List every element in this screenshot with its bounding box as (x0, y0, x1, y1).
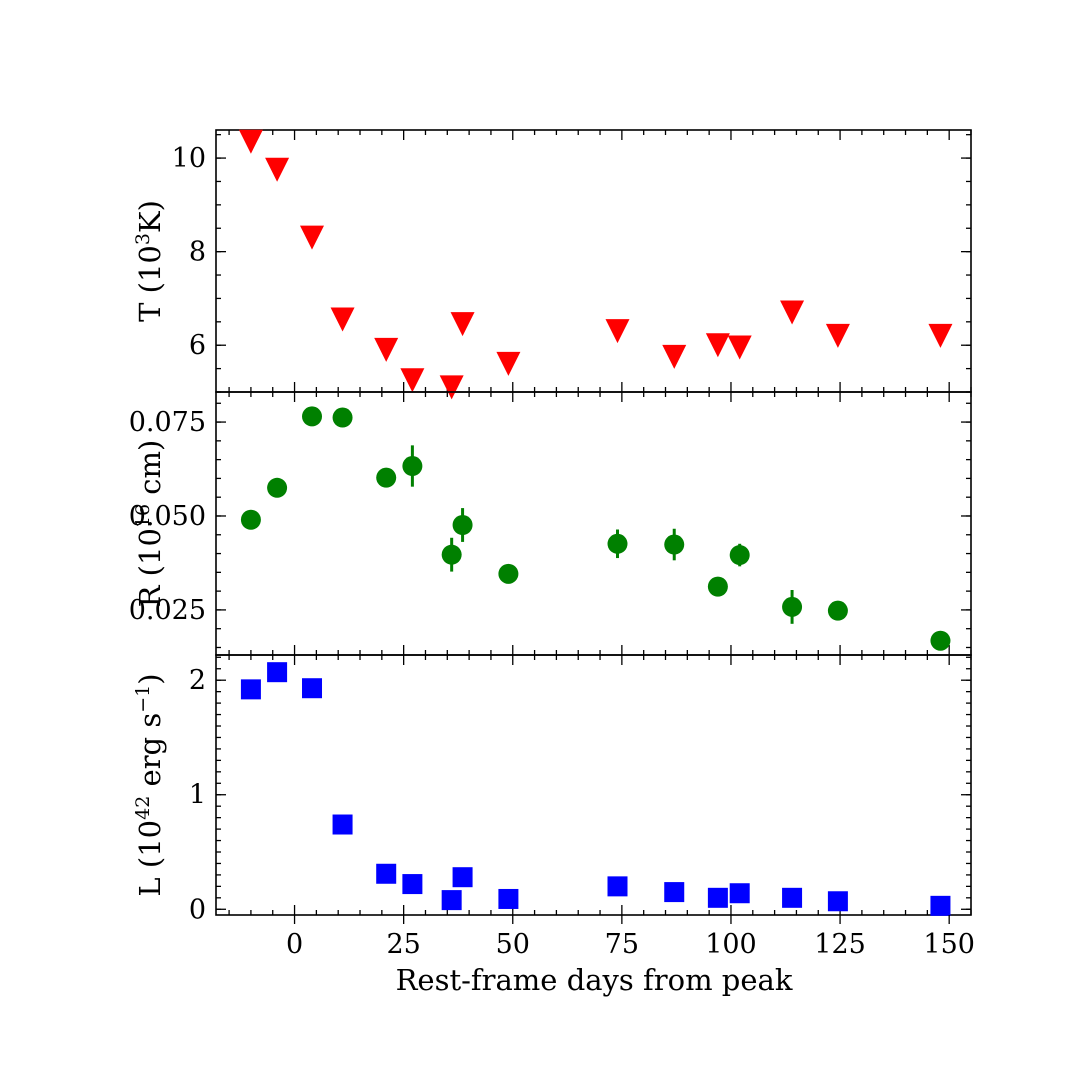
data-point-L-13 (782, 887, 803, 908)
y-axis-title-superscript: 3 (132, 233, 154, 245)
y-axis-title-L: L (1042 erg s−1) (132, 673, 167, 896)
data-point-T-1 (265, 157, 290, 182)
y-axis-title-R: R (1016 cm) (132, 440, 167, 608)
x-tick-label: 75 (605, 929, 639, 960)
y-axis-title-part: L (10 (133, 820, 167, 897)
data-point-T-10 (662, 344, 687, 369)
data-point-R-5 (402, 456, 423, 477)
data-point-L-0 (240, 679, 261, 700)
data-point-L-12 (729, 883, 750, 904)
data-point-L-3 (332, 814, 353, 835)
data-point-L-4 (376, 863, 397, 884)
y-axis-title-part: ) (133, 673, 167, 684)
data-point-T-4 (374, 337, 399, 362)
y-tick-label: 0.025 (129, 595, 206, 626)
y-axis-title-part: cm) (133, 440, 167, 504)
data-point-T-12 (727, 335, 752, 360)
data-point-T-9 (605, 319, 630, 344)
y-tick-label: 8 (189, 237, 206, 268)
x-tick-label: 150 (923, 929, 975, 960)
data-point-R-7 (452, 515, 473, 536)
y-axis-title-T: T (103K) (132, 200, 167, 322)
y-axis-title-superscript: 16 (132, 504, 154, 528)
data-point-L-14 (827, 891, 848, 912)
data-point-R-8 (498, 563, 519, 584)
data-point-L-9 (607, 876, 628, 897)
data-point-R-0 (240, 509, 261, 530)
data-point-T-15 (928, 323, 953, 348)
y-tick-label: 0.075 (129, 407, 206, 438)
x-tick-label: 100 (705, 929, 757, 960)
data-point-R-1 (267, 477, 288, 498)
y-tick-label: 2 (189, 665, 206, 696)
data-point-R-2 (302, 406, 323, 427)
data-point-L-6 (441, 890, 462, 911)
data-point-L-7 (452, 867, 473, 888)
data-point-R-11 (707, 576, 728, 597)
data-point-T-14 (825, 323, 850, 348)
data-point-L-8 (498, 888, 519, 909)
data-point-T-7 (450, 312, 475, 337)
panel-L: 0 1 2 L (1042 erg s−1) (132, 654, 972, 925)
data-point-T-8 (496, 351, 521, 376)
data-point-R-12 (729, 545, 750, 566)
data-point-R-3 (332, 407, 353, 428)
y-axis-title-superscript: −1 (132, 685, 154, 713)
data-point-L-11 (707, 887, 728, 908)
y-tick-label: 6 (189, 330, 206, 361)
panel-frame-L (215, 654, 972, 916)
x-tick-label: 50 (496, 929, 530, 960)
x-tick-label: 125 (814, 929, 866, 960)
data-point-T-2 (300, 225, 325, 250)
x-axis-title: Rest-frame days from peak (396, 963, 793, 997)
data-point-R-14 (827, 600, 848, 621)
y-tick-label: 1 (189, 780, 206, 811)
data-point-L-10 (664, 882, 685, 903)
data-point-L-1 (267, 662, 288, 683)
data-point-T-11 (705, 333, 730, 358)
data-point-T-6 (439, 375, 464, 400)
y-tick-label: 0 (189, 894, 206, 925)
data-point-T-13 (780, 300, 805, 325)
data-point-T-3 (330, 307, 355, 332)
data-point-R-13 (782, 596, 803, 617)
y-axis-title-superscript: 42 (132, 796, 154, 820)
data-point-R-4 (376, 467, 397, 488)
y-axis-title-part: T (10 (133, 245, 167, 322)
x-tick-label: 25 (386, 929, 420, 960)
data-point-L-5 (402, 874, 423, 895)
y-axis-title-part: K) (133, 200, 167, 233)
y-tick-label: 0.050 (129, 501, 206, 532)
x-tick-label: 0 (286, 929, 303, 960)
data-point-R-15 (930, 630, 951, 651)
data-point-R-10 (664, 534, 685, 555)
data-point-L-2 (302, 678, 323, 699)
y-tick-label: 10 (172, 143, 206, 174)
data-point-R-9 (607, 533, 628, 554)
data-point-R-6 (441, 544, 462, 565)
data-point-L-15 (930, 895, 951, 916)
y-axis-title-part: R (10 (133, 528, 167, 607)
data-point-T-0 (238, 129, 263, 154)
x-axis: 0 25 50 75 100 125 150 (286, 915, 975, 960)
data-point-T-5 (400, 368, 425, 393)
y-axis-title-part: erg s (133, 713, 167, 796)
